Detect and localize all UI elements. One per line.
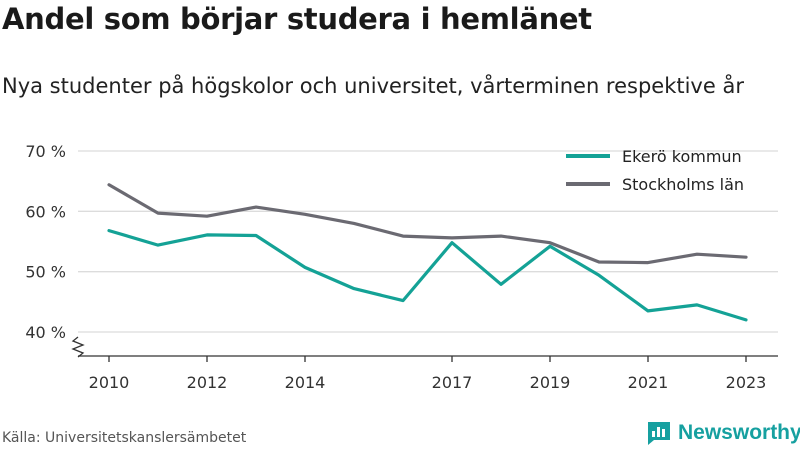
x-tick-label: 2012 [187,373,228,392]
brand-name: Newsworthy [678,421,800,444]
x-tick-label: 2014 [285,373,326,392]
x-tick-label: 2019 [530,373,571,392]
line-chart: 40 % 50 % 60 % 70 % 2010 2012 2014 2017 2019 2021… [25,142,778,392]
legend-label: Stockholms län [622,175,744,194]
x-tick-label: 2017 [432,373,473,392]
x-tick-label: 2010 [89,373,130,392]
axis-break-icon [71,336,85,358]
y-tick-label: 60 % [25,202,66,221]
chart-subtitle: Nya studenter på högskolor och universit… [2,74,744,98]
legend-label: Ekerö kommun [622,147,742,166]
bar-chart-icon [648,422,670,445]
chart-title: Andel som börjar studera i hemlänet [2,2,592,36]
y-tick-label: 40 % [25,323,66,342]
x-tick-label: 2023 [726,373,767,392]
x-tick-label: 2021 [628,373,669,392]
y-tick-label: 50 % [25,263,66,282]
series-line-stockholms-län [107,183,748,265]
y-tick-label: 70 % [25,142,66,161]
source-note: Källa: Universitetskanslersämbetet [2,430,247,446]
series-line-ekerö-kommun [107,229,748,322]
newsworthy-logo: Newsworthy [646,420,800,446]
